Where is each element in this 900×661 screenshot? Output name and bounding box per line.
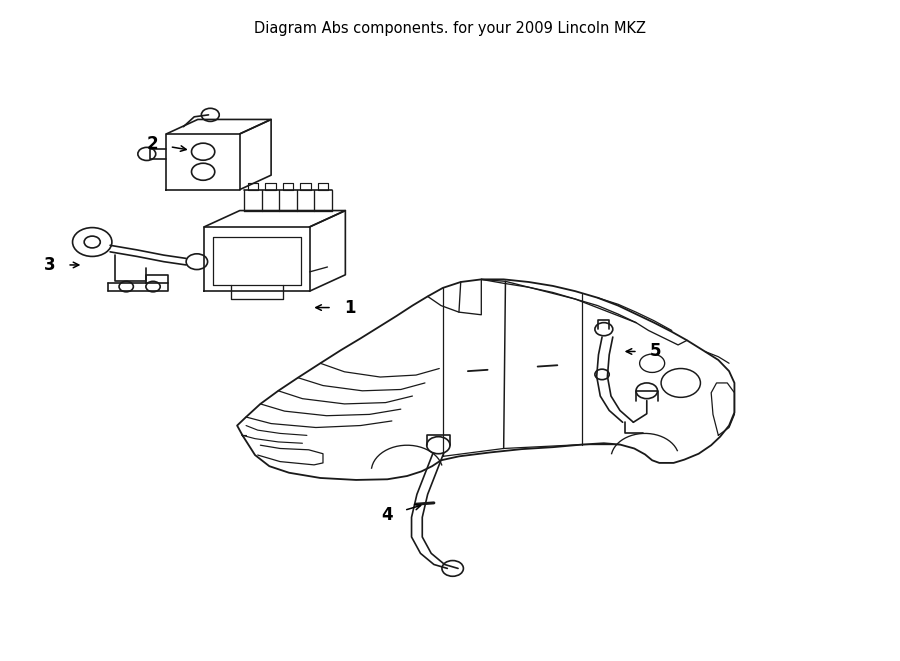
Text: 1: 1 [344, 299, 356, 317]
Text: 3: 3 [43, 256, 55, 274]
Text: 2: 2 [147, 135, 158, 153]
Text: Diagram Abs components. for your 2009 Lincoln MKZ: Diagram Abs components. for your 2009 Li… [254, 22, 646, 36]
Text: 5: 5 [650, 342, 662, 360]
Text: 4: 4 [382, 506, 393, 524]
